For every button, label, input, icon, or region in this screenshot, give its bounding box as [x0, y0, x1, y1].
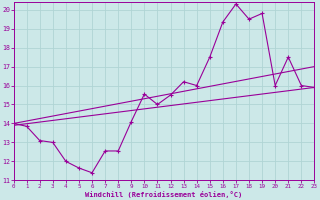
- X-axis label: Windchill (Refroidissement éolien,°C): Windchill (Refroidissement éolien,°C): [85, 191, 243, 198]
